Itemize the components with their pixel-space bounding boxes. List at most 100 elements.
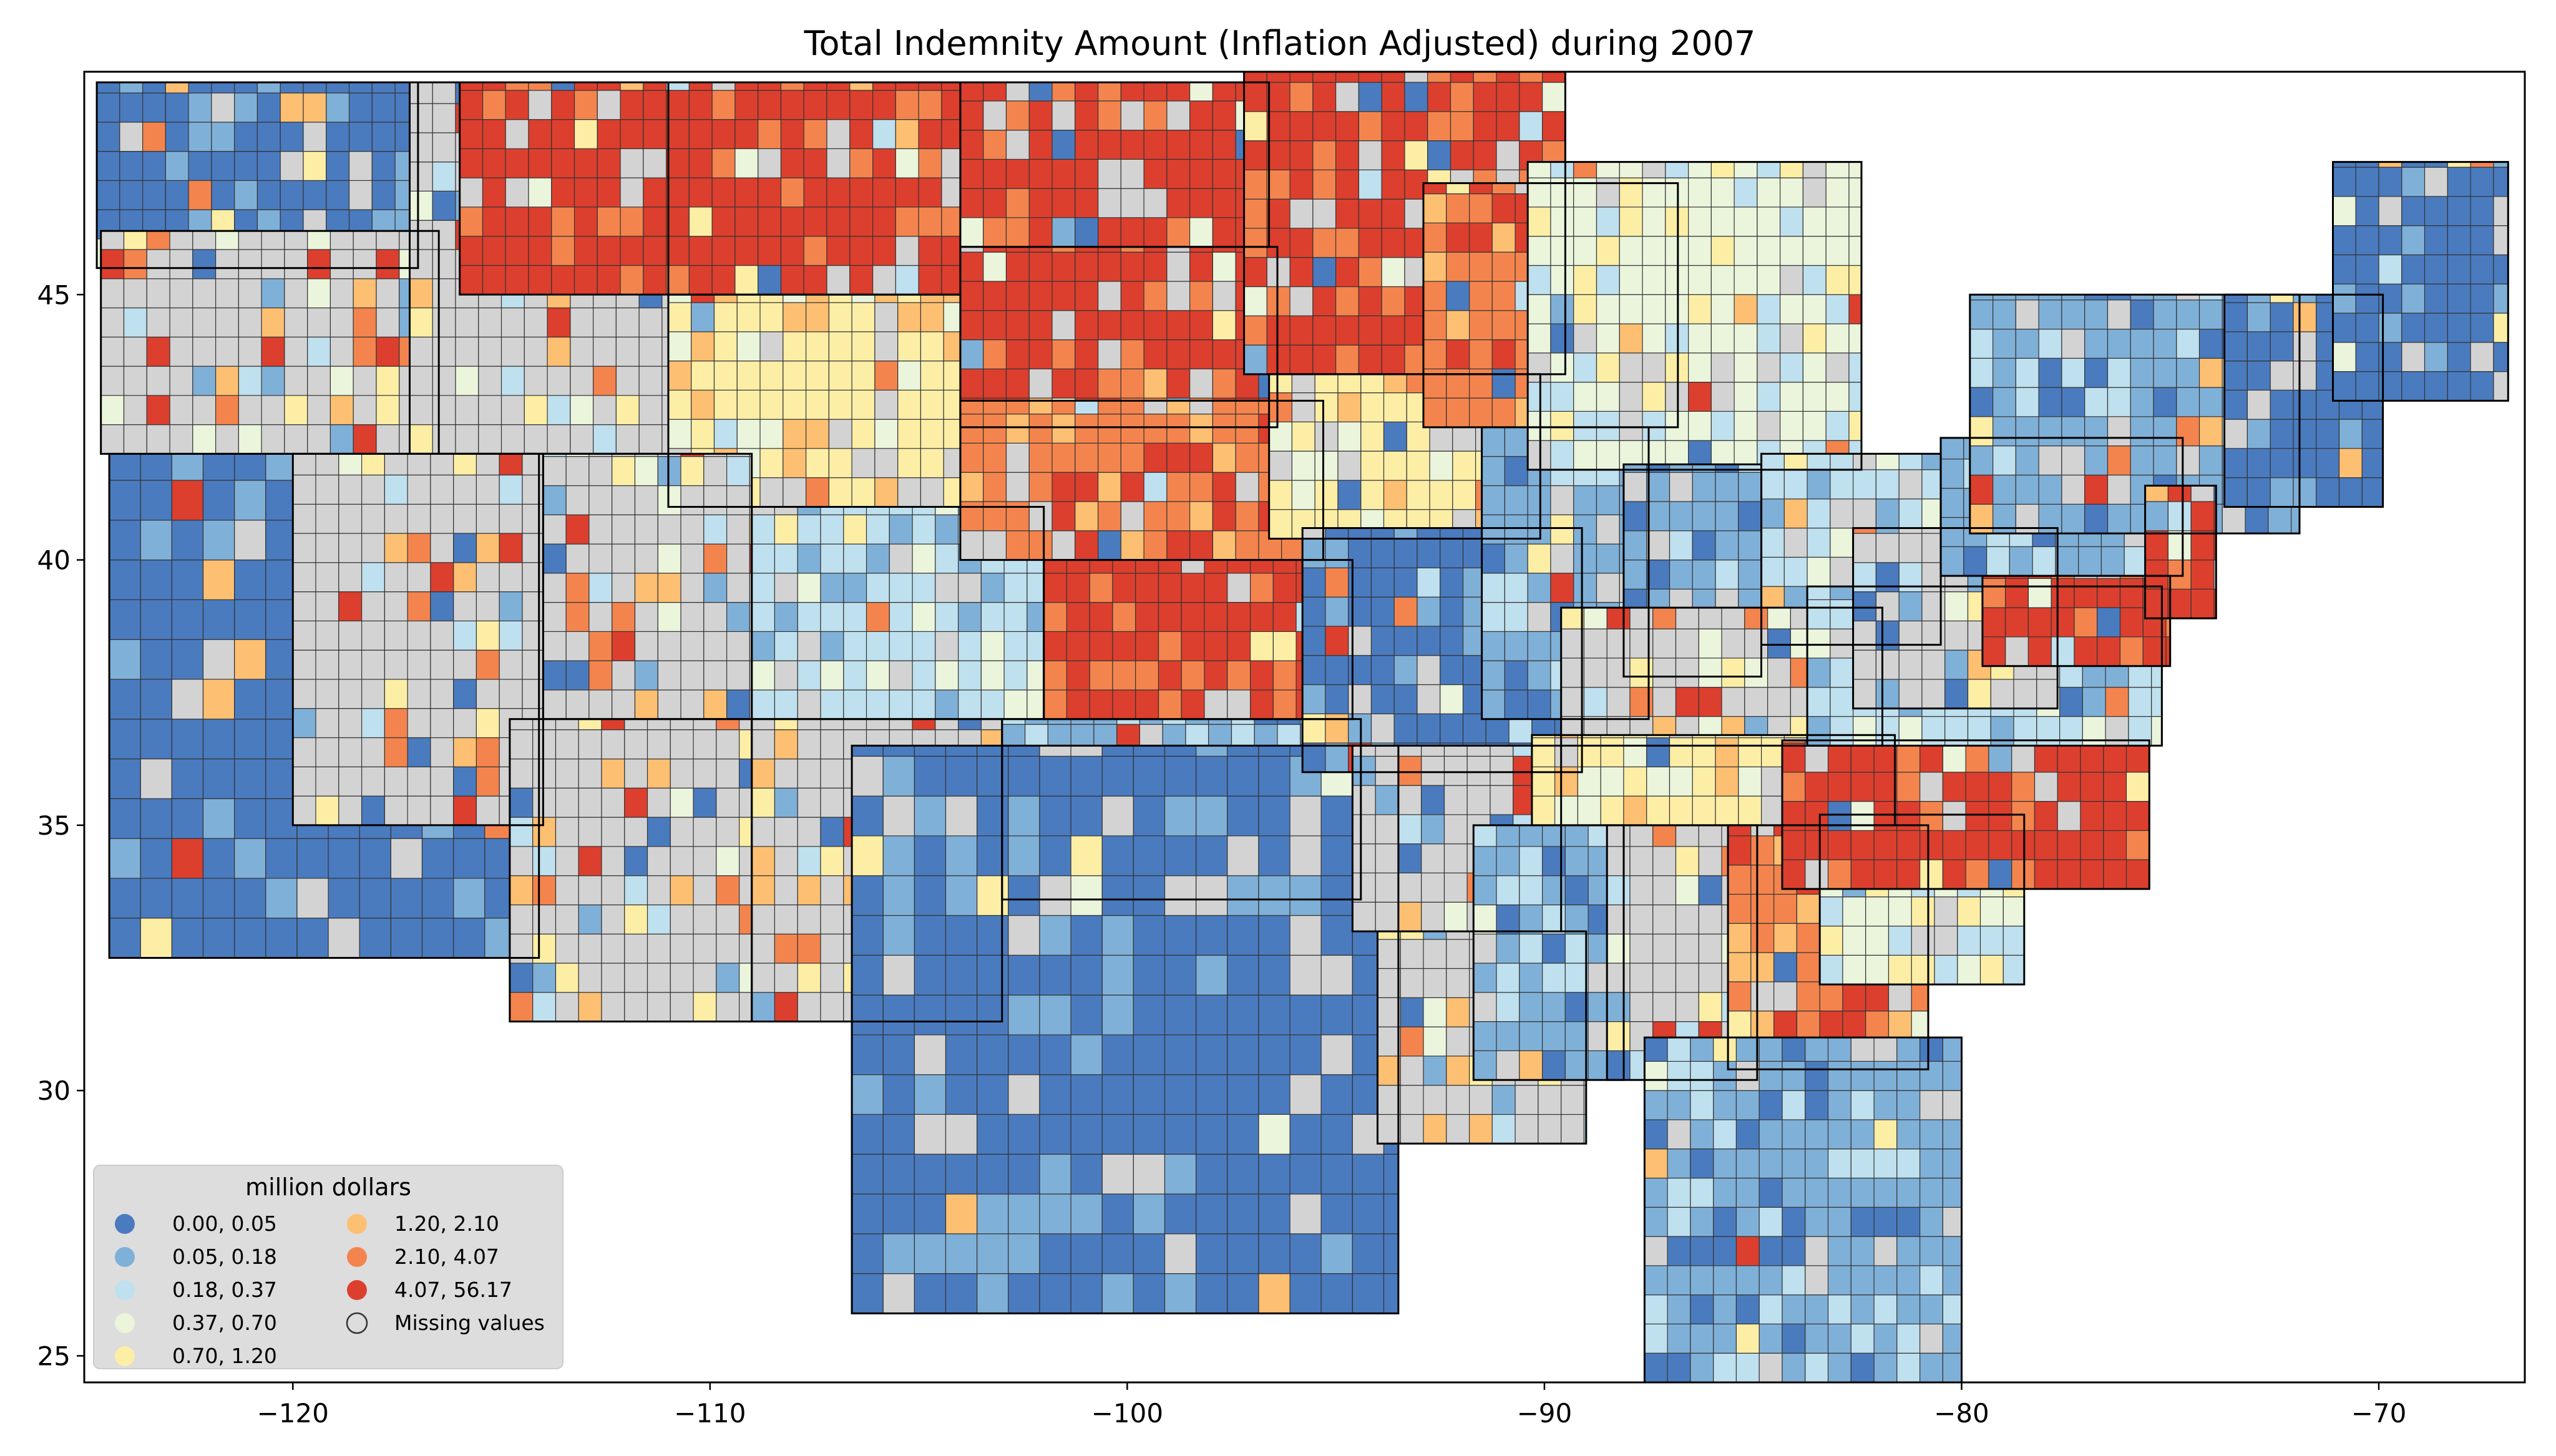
county-cell [983,158,1007,189]
county-cell [1075,251,1099,282]
county-cell [1573,294,1598,324]
county-cell [1473,82,1497,112]
county-cell [315,649,339,680]
county-cell [691,331,715,362]
county-cell [578,846,602,876]
county-cell [1527,514,1551,545]
county-cell [1377,1114,1401,1144]
county-cell [1690,1148,1714,1179]
county-cell [774,817,798,847]
county-cell [1848,323,1862,354]
county-cell [960,442,984,473]
county-cell [1417,596,1441,627]
county-cell [361,737,385,767]
county-cell [1398,814,1422,845]
county-cell [1120,251,1144,282]
county-cell [169,395,193,425]
county-cell [1761,556,1785,587]
county-cell [1189,472,1213,502]
county-cell [734,82,759,91]
county-cell [361,591,385,621]
state-border [1606,824,1758,1081]
county-cell [532,719,557,730]
county-cell [376,336,400,367]
county-cell [1421,755,1445,786]
county-cell [1550,440,1574,470]
chart-title: Total Indemnity Amount (Inflation Adjust… [804,24,1756,63]
county-cell [555,846,579,876]
county-cell [1381,140,1405,171]
county-cell [169,307,193,337]
county-cell [1120,400,1144,415]
county-cell [1527,352,1551,383]
county-cell [1853,620,1877,651]
county-cell [1166,281,1191,311]
county-cell [453,838,485,879]
county-cell [256,151,281,182]
county-cell [2270,477,2294,508]
county-cell [234,122,258,152]
county-cell [1381,344,1405,375]
county-cell [1383,1193,1399,1235]
county-cell [1669,737,1693,767]
county-cell [476,795,500,826]
county-cell [851,1114,884,1155]
county-cell [505,177,529,208]
county-cell [1466,755,1491,786]
county-cell [476,474,500,505]
county-cell [2268,503,2292,534]
county-cell [895,90,919,120]
county-cell [188,92,212,123]
county-cell [977,1273,1009,1314]
region-mississippi [1473,825,1624,1080]
county-cell [751,729,776,760]
county-cell [1550,573,1574,603]
county-cell [171,453,204,481]
county-cell [2246,448,2271,478]
county-cell [1629,1021,1654,1051]
county-cell [329,395,354,425]
county-cell [1921,469,1941,500]
county-cell [1942,1060,1963,1091]
county-cell [573,206,598,237]
county-cell [570,336,594,367]
county-cell [882,795,915,837]
county-cell [1212,501,1236,531]
county-cell [588,573,613,603]
state-border [1001,718,1362,901]
county-cell [2015,357,2039,388]
county-cell [914,915,947,956]
county-cell [1629,933,1654,964]
county-cell [1289,875,1322,916]
county-cell [1383,374,1407,394]
county-cell [914,954,947,996]
county-cell [711,206,736,237]
county-cell [1957,896,1981,927]
county-cell [1381,257,1405,288]
county-cell [1665,323,1689,354]
county-cell [2493,342,2509,372]
county-cell [2378,254,2402,284]
county-cell [1644,1323,1668,1354]
county-cell [1564,1021,1589,1051]
county-cell [1302,655,1326,686]
county-cell [1644,1037,1668,1062]
county-cell [895,82,919,91]
county-cell [2447,371,2471,401]
county-cell [2378,167,2402,197]
county-cell [140,639,173,680]
legend-label: 0.18, 0.37 [172,1278,277,1302]
county-cell [960,400,984,415]
county-cell [1561,658,1585,688]
county-cell [555,719,579,730]
county-cell [1734,294,1758,324]
county-cell [509,963,534,993]
county-cell [872,265,896,295]
county-cell [1629,904,1654,934]
county-cell [1370,684,1395,714]
county-cell [2080,742,2104,773]
county-cell [1377,931,1401,940]
county-cell [670,729,694,760]
county-cell [547,395,571,425]
county-cell [407,737,431,767]
